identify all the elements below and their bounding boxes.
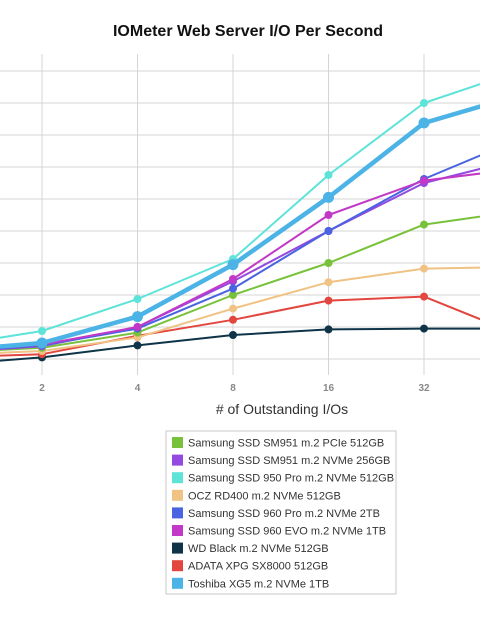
grid-lines [0, 54, 480, 375]
series-point [133, 295, 142, 303]
series-line [0, 104, 480, 349]
series-line [0, 215, 480, 351]
legend-item: Samsung SSD SM951 m.2 PCIe 512GB [172, 437, 384, 450]
series-point [420, 292, 428, 301]
legend-label: ADATA XPG SX8000 512GB [188, 561, 328, 573]
x-tick-label: 8 [230, 383, 236, 394]
x-axis-label: # of Outstanding I/Os [216, 401, 348, 417]
series-point [323, 191, 334, 203]
series-line [0, 266, 480, 354]
legend-box [165, 430, 397, 595]
series-line [0, 83, 480, 339]
legend-item: ADATA XPG SX8000 512GB [172, 560, 328, 573]
legend-label: Toshiba XG5 m.2 NVMe 1TB [188, 578, 329, 590]
legend-label: Samsung SSD 950 Pro m.2 NVMe 512GB [188, 473, 394, 485]
series-point [324, 278, 333, 287]
x-tick-label: 16 [323, 383, 335, 394]
series-point [420, 324, 428, 333]
series-point [229, 284, 237, 293]
legend-swatch [172, 542, 183, 554]
series-point [229, 331, 237, 339]
legend-swatch [172, 437, 183, 448]
series-1 [0, 215, 480, 352]
series-point [133, 323, 142, 331]
series-point [324, 171, 333, 179]
series-point [324, 296, 333, 305]
legend-label: Samsung SSD SM951 m.2 NVMe 256GB [188, 455, 390, 467]
legend-swatch [172, 560, 183, 572]
series-point [324, 211, 333, 219]
series-9 [0, 104, 480, 349]
series-point [229, 315, 237, 324]
series-point [324, 259, 333, 267]
legend-item: Samsung SSD 950 Pro m.2 NVMe 512GB [172, 472, 394, 485]
series-3 [0, 83, 480, 339]
legend-item: Samsung SSD 960 Pro m.2 NVMe 2TB [172, 507, 380, 520]
series-point [229, 291, 237, 299]
series-5 [0, 154, 480, 350]
series-point [38, 327, 46, 335]
series-point [418, 117, 430, 129]
x-tick-label: 32 [418, 383, 430, 394]
legend-swatch [172, 489, 183, 501]
legend-label: Samsung SSD SM951 m.2 PCIe 512GB [188, 438, 384, 450]
legend-item: Samsung SSD SM951 m.2 NVMe 256GB [172, 454, 390, 467]
series-point [227, 259, 239, 271]
legend-item: Samsung SSD 960 EVO m.2 NVMe 1TB [172, 525, 386, 538]
series-point [36, 337, 48, 349]
legend-label: WD Black m.2 NVMe 512GB [188, 543, 329, 555]
legend-swatch [172, 577, 183, 589]
series-point [420, 264, 428, 273]
legend-swatch [172, 472, 183, 484]
legend-item: WD Black m.2 NVMe 512GB [172, 542, 329, 555]
legend: Samsung SSD SM951 m.2 PCIe 512GB Samsung … [165, 430, 397, 595]
series-point [229, 275, 237, 283]
legend-label: Samsung SSD 960 EVO m.2 NVMe 1TB [188, 526, 386, 538]
series-lines [0, 83, 480, 362]
chart-title: IOMeter Web Server I/O Per Second [113, 23, 383, 40]
series-point [420, 220, 428, 229]
legend-label: OCZ RD400 m.2 NVMe 512GB [188, 490, 341, 502]
legend-item: Toshiba XG5 m.2 NVMe 1TB [172, 577, 329, 590]
series-point [132, 311, 143, 323]
legend-item: OCZ RD400 m.2 NVMe 512GB [172, 489, 341, 502]
legend-label: Samsung SSD 960 Pro m.2 NVMe 2TB [188, 508, 380, 520]
x-tick-label: 2 [39, 383, 45, 394]
legend-swatch [172, 525, 183, 536]
series-point [324, 325, 333, 334]
x-tick-label: 4 [135, 383, 141, 394]
legend-swatch [172, 507, 183, 519]
x-tick-labels: 2 4 8 16 32 [39, 383, 430, 394]
series-line [0, 154, 480, 350]
series-point [420, 99, 428, 107]
series-point [133, 341, 142, 350]
series-point [229, 304, 237, 313]
legend-swatch [172, 454, 183, 466]
series-8 [0, 292, 480, 359]
series-point [420, 176, 428, 185]
series-point [324, 227, 333, 235]
